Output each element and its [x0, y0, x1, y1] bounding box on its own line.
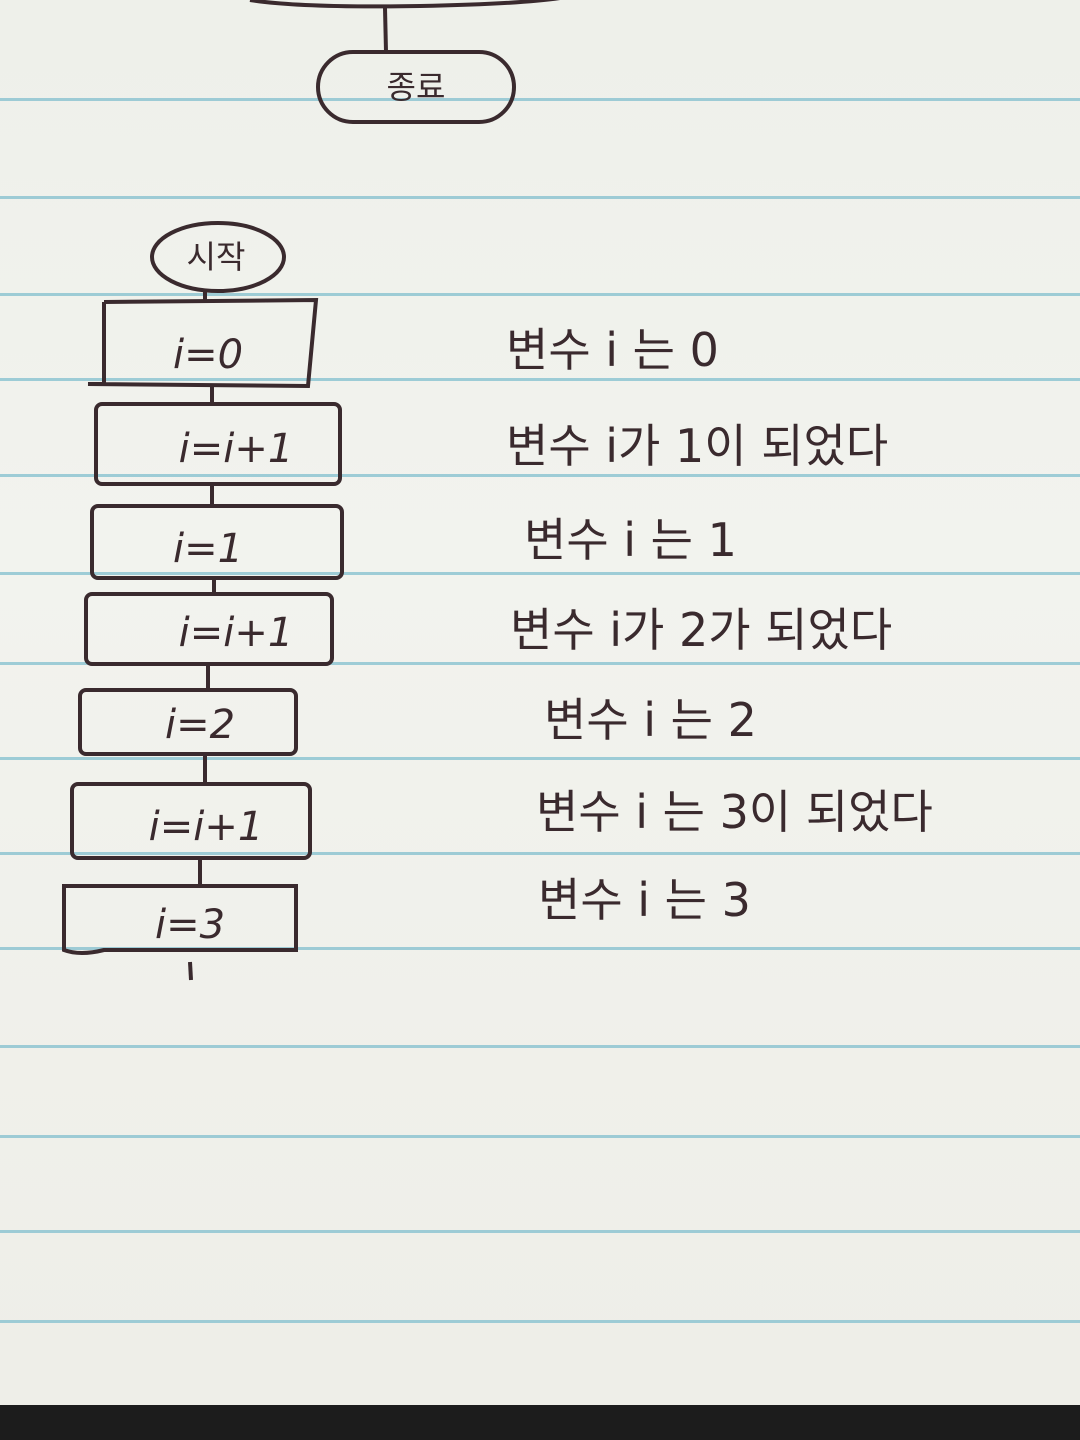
end-terminal-label: 종료 [387, 68, 446, 106]
previous-terminal-edge [249, 0, 561, 9]
process-label: i=i+1 [149, 804, 264, 850]
ruled-line [0, 98, 1080, 101]
process-box: i=2 [78, 688, 298, 756]
step-note: 변수 i 는 2 [544, 693, 757, 747]
step-note: 변수 i 는 1 [524, 513, 737, 567]
ruled-line [0, 196, 1080, 199]
ruled-line [0, 757, 1080, 760]
process-label: i=3 [155, 902, 225, 948]
process-box: i=0 [87, 297, 319, 389]
process-label: i=0 [173, 332, 243, 378]
ruled-line [0, 852, 1080, 855]
process-box: i=i+1 [94, 402, 342, 486]
ruled-line [0, 947, 1080, 950]
step-note: 변수 i가 2가 되었다 [510, 603, 892, 657]
ruled-line [0, 378, 1080, 381]
process-box: i=i+1 [84, 592, 334, 666]
process-label: i=1 [173, 526, 243, 572]
start-terminal: 시작 [150, 221, 286, 293]
ruled-line [0, 474, 1080, 477]
start-terminal-label: 시작 [187, 238, 246, 276]
ruled-line [0, 1045, 1080, 1048]
connector-line [188, 961, 193, 981]
step-note: 변수 i가 1이 되었다 [506, 419, 888, 473]
step-note: 변수 i 는 3 [538, 873, 751, 927]
step-note: 변수 i 는 0 [506, 323, 719, 377]
flowchart-drawing: 종료 시작 i=0 i=i+1 i=1 i=i+1 [62, 0, 933, 981]
ruled-line [0, 1230, 1080, 1233]
ruled-line [0, 293, 1080, 296]
process-label: i=2 [165, 702, 235, 748]
end-terminal: 종료 [316, 50, 516, 124]
connector-line [383, 7, 388, 53]
process-label: i=i+1 [179, 610, 294, 656]
process-box: i=3 [62, 884, 298, 955]
step-note: 변수 i 는 3이 되었다 [536, 785, 933, 839]
notebook-page: 종료 시작 i=0 i=i+1 i=1 i=i+1 [0, 0, 1080, 1405]
ruled-line [0, 662, 1080, 665]
process-label: i=i+1 [179, 426, 294, 472]
ruled-line [0, 1320, 1080, 1323]
ruled-line [0, 572, 1080, 575]
ruled-line [0, 1135, 1080, 1138]
process-box: i=1 [90, 504, 344, 580]
process-box: i=i+1 [70, 782, 312, 860]
